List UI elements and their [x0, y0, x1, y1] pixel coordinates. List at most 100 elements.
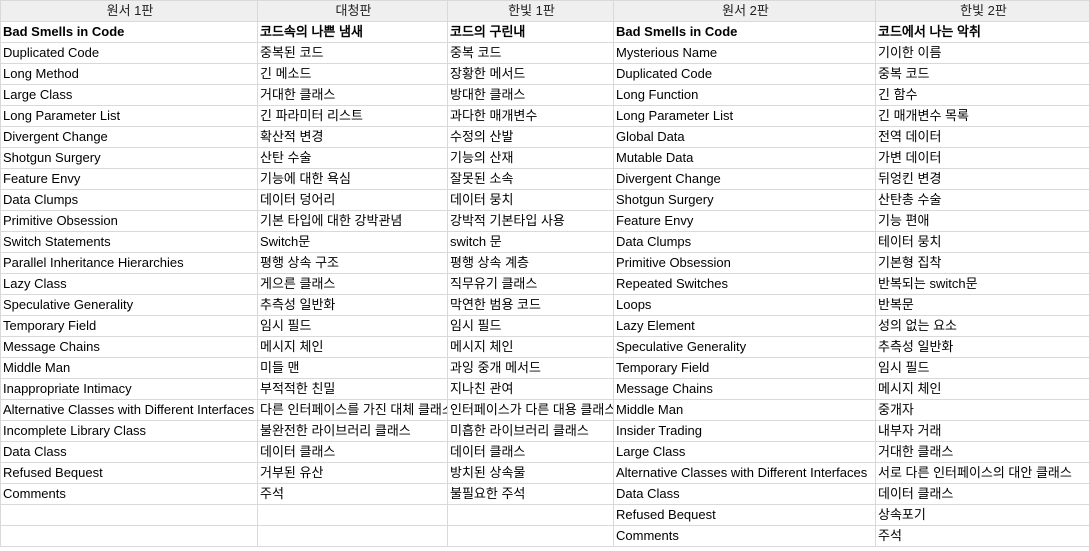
table-cell[interactable]: Long Function	[613, 84, 876, 106]
table-cell[interactable]: 서로 다른 인터페이스의 대안 클래스	[875, 462, 1089, 484]
table-cell[interactable]: 장황한 메서드	[447, 63, 614, 85]
table-cell[interactable]: 산탄총 수술	[875, 189, 1089, 211]
table-cell[interactable]: 데이터 덩어리	[257, 189, 448, 211]
table-cell[interactable]: 평행 상속 구조	[257, 252, 448, 274]
table-cell[interactable]: Temporary Field	[613, 357, 876, 379]
table-cell[interactable]: Refused Bequest	[613, 504, 876, 526]
table-cell[interactable]: 뒤엉킨 변경	[875, 168, 1089, 190]
table-cell[interactable]: 불완전한 라이브러리 클래스	[257, 420, 448, 442]
table-cell[interactable]: 게으른 클래스	[257, 273, 448, 295]
table-cell[interactable]: 긴 함수	[875, 84, 1089, 106]
title-cell[interactable]: Bad Smells in Code	[0, 21, 258, 43]
table-cell[interactable]: 메시지 체인	[447, 336, 614, 358]
table-cell[interactable]: 추측성 일반화	[257, 294, 448, 316]
table-cell[interactable]: Speculative Generality	[0, 294, 258, 316]
table-cell[interactable]: 내부자 거래	[875, 420, 1089, 442]
table-cell[interactable]: Large Class	[613, 441, 876, 463]
table-cell[interactable]	[257, 504, 448, 526]
table-cell[interactable]: 거부된 유산	[257, 462, 448, 484]
table-cell[interactable]: 추측성 일반화	[875, 336, 1089, 358]
table-cell[interactable]: 주석	[875, 525, 1089, 547]
table-cell[interactable]	[0, 525, 258, 547]
table-cell[interactable]: Divergent Change	[613, 168, 876, 190]
table-cell[interactable]: Alternative Classes with Different Inter…	[613, 462, 876, 484]
table-cell[interactable]	[447, 525, 614, 547]
table-cell[interactable]: 과잉 중개 메서드	[447, 357, 614, 379]
table-cell[interactable]	[447, 504, 614, 526]
table-cell[interactable]: 데이터 클래스	[257, 441, 448, 463]
table-cell[interactable]: 중복된 코드	[257, 42, 448, 64]
table-cell[interactable]: Primitive Obsession	[613, 252, 876, 274]
table-cell[interactable]: 기본 타입에 대한 강박관념	[257, 210, 448, 232]
table-cell[interactable]: 지나친 관여	[447, 378, 614, 400]
table-cell[interactable]: 성의 없는 요소	[875, 315, 1089, 337]
table-cell[interactable]: 중개자	[875, 399, 1089, 421]
header-cell-original-1st[interactable]: 원서 1판	[0, 0, 258, 22]
title-cell[interactable]: 코드속의 나쁜 냄새	[257, 21, 448, 43]
table-cell[interactable]: 기능의 산재	[447, 147, 614, 169]
table-cell[interactable]: 산탄 수술	[257, 147, 448, 169]
table-cell[interactable]: 상속포기	[875, 504, 1089, 526]
table-cell[interactable]: 거대한 클래스	[257, 84, 448, 106]
table-cell[interactable]: 메시지 체인	[875, 378, 1089, 400]
table-cell[interactable]: 기능에 대한 욕심	[257, 168, 448, 190]
table-cell[interactable]: 부적적한 친밀	[257, 378, 448, 400]
table-cell[interactable]: 잘못된 소속	[447, 168, 614, 190]
table-cell[interactable]: 메시지 체인	[257, 336, 448, 358]
table-cell[interactable]: 다른 인터페이스를 가진 대체 클래스	[257, 399, 448, 421]
table-cell[interactable]: Message Chains	[0, 336, 258, 358]
table-cell[interactable]: Data Clumps	[0, 189, 258, 211]
table-cell[interactable]: Long Method	[0, 63, 258, 85]
table-cell[interactable]: 불필요한 주석	[447, 483, 614, 505]
table-cell[interactable]: 확산적 변경	[257, 126, 448, 148]
table-cell[interactable]: 막연한 범용 코드	[447, 294, 614, 316]
table-cell[interactable]: 거대한 클래스	[875, 441, 1089, 463]
header-cell-original-2nd[interactable]: 원서 2판	[613, 0, 876, 22]
table-cell[interactable]: Repeated Switches	[613, 273, 876, 295]
table-cell[interactable]: 미흡한 라이브러리 클래스	[447, 420, 614, 442]
header-cell-hanbit-1st[interactable]: 한빛 1판	[447, 0, 614, 22]
header-cell-daecheong[interactable]: 대청판	[257, 0, 448, 22]
table-cell[interactable]: 테이터 뭉치	[875, 231, 1089, 253]
table-cell[interactable]: 데이터 클래스	[875, 483, 1089, 505]
table-cell[interactable]: Temporary Field	[0, 315, 258, 337]
table-cell[interactable]: 방대한 클래스	[447, 84, 614, 106]
title-cell[interactable]: Bad Smells in Code	[613, 21, 876, 43]
table-cell[interactable]: Middle Man	[613, 399, 876, 421]
table-cell[interactable]: 임시 필드	[447, 315, 614, 337]
table-cell[interactable]: Data Class	[613, 483, 876, 505]
table-cell[interactable]: 가변 데이터	[875, 147, 1089, 169]
table-cell[interactable]: 반복되는 switch문	[875, 273, 1089, 295]
table-cell[interactable]: 방치된 상속물	[447, 462, 614, 484]
table-cell[interactable]: Data Class	[0, 441, 258, 463]
table-cell[interactable]: Long Parameter List	[0, 105, 258, 127]
table-cell[interactable]: 강박적 기본타입 사용	[447, 210, 614, 232]
table-cell[interactable]: 기능 편애	[875, 210, 1089, 232]
table-cell[interactable]: Insider Trading	[613, 420, 876, 442]
table-cell[interactable]: Comments	[0, 483, 258, 505]
table-cell[interactable]: Duplicated Code	[0, 42, 258, 64]
table-cell[interactable]: 수정의 산발	[447, 126, 614, 148]
table-cell[interactable]: 임시 필드	[875, 357, 1089, 379]
table-cell[interactable]: 데이터 클래스	[447, 441, 614, 463]
table-cell[interactable]: Lazy Class	[0, 273, 258, 295]
table-cell[interactable]: Data Clumps	[613, 231, 876, 253]
table-cell[interactable]: Middle Man	[0, 357, 258, 379]
table-cell[interactable]: 임시 필드	[257, 315, 448, 337]
table-cell[interactable]: 중복 코드	[447, 42, 614, 64]
table-cell[interactable]: Feature Envy	[613, 210, 876, 232]
table-cell[interactable]: Long Parameter List	[613, 105, 876, 127]
table-cell[interactable]: Speculative Generality	[613, 336, 876, 358]
table-cell[interactable]: 기이한 이름	[875, 42, 1089, 64]
table-cell[interactable]: 과다한 매개변수	[447, 105, 614, 127]
table-cell[interactable]: Large Class	[0, 84, 258, 106]
table-cell[interactable]: 기본형 집착	[875, 252, 1089, 274]
table-cell[interactable]: Shotgun Surgery	[0, 147, 258, 169]
table-cell[interactable]: Inappropriate Intimacy	[0, 378, 258, 400]
table-cell[interactable]: 반복문	[875, 294, 1089, 316]
table-cell[interactable]: 평행 상속 계층	[447, 252, 614, 274]
table-cell[interactable]: Parallel Inheritance Hierarchies	[0, 252, 258, 274]
table-cell[interactable]: Refused Bequest	[0, 462, 258, 484]
table-cell[interactable]: 긴 매개변수 목록	[875, 105, 1089, 127]
table-cell[interactable]: Loops	[613, 294, 876, 316]
